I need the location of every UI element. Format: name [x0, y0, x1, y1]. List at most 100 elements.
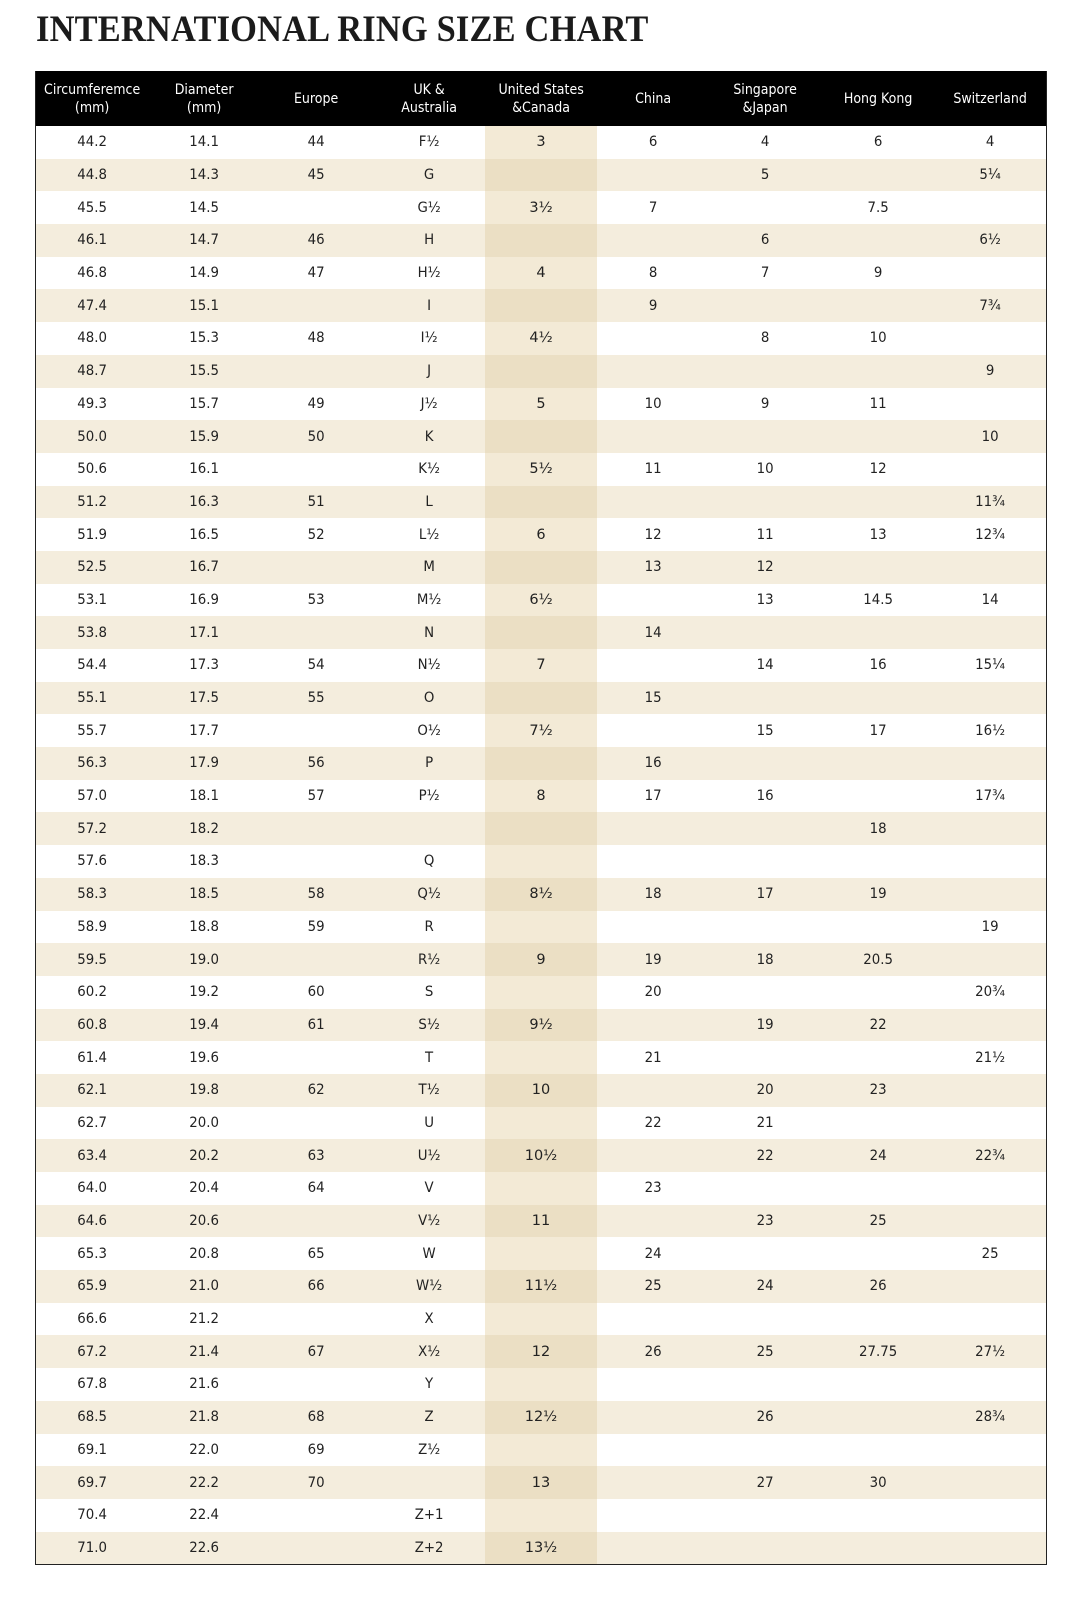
cell-diameter: 20.6: [189, 1213, 220, 1230]
cell-china: [602, 812, 705, 845]
cell-diameter: 19.6: [189, 1049, 220, 1066]
cell-europe: [265, 453, 368, 486]
cell-singapore-japan: [714, 1434, 817, 1467]
table-row: 54.4 17.3 54 N½ 7 14 16 15¼: [36, 649, 1046, 682]
cell-us-canada: [484, 975, 598, 1009]
cell-europe: [265, 845, 368, 878]
cell-circumference: 53.8: [77, 624, 107, 641]
cell-switzerland: [938, 943, 1041, 976]
cell-singapore-japan: [714, 1237, 817, 1270]
cell-switzerland: [938, 388, 1041, 421]
cell-us-canada: 6: [484, 518, 598, 551]
cell-singapore-japan: 8: [761, 330, 770, 347]
cell-europe: 52: [308, 526, 326, 543]
cell-circumference: 55.1: [77, 690, 107, 707]
cell-china: 25: [644, 1278, 662, 1295]
cell-switzerland: [938, 812, 1041, 845]
cell-europe: 66: [308, 1278, 326, 1295]
cell-switzerland: 22¾: [974, 1147, 1005, 1164]
cell-switzerland: [938, 747, 1041, 780]
cell-diameter: 18.1: [189, 788, 220, 805]
cell-diameter: 15.9: [189, 428, 220, 445]
cell-hong-kong: 6: [873, 134, 882, 151]
cell-circumference: 58.9: [77, 918, 107, 935]
table-row: 51.2 16.3 51 L 11¾: [36, 485, 1046, 519]
table-row: 60.8 19.4 61 S½ 9½ 19 22: [36, 1008, 1046, 1042]
cell-diameter: 16.5: [189, 526, 220, 543]
cell-us-canada: [484, 910, 598, 944]
cell-europe: 58: [308, 886, 326, 903]
cell-europe: [265, 1532, 368, 1565]
cell-diameter: 19.8: [189, 1082, 220, 1099]
cell-circumference: 59.5: [77, 951, 107, 968]
cell-switzerland: 6½: [979, 232, 1001, 249]
cell-hong-kong: [826, 1532, 929, 1565]
table-row: 59.5 19.0 R½ 9 19 18 20.5: [36, 943, 1046, 976]
cell-hong-kong: [826, 1172, 929, 1205]
cell-europe: 55: [308, 690, 326, 707]
cell-us-canada: [484, 354, 598, 388]
table-row: 55.7 17.7 O½ 7½ 15 17 16½: [36, 714, 1046, 748]
header-diameter: Diameter (mm): [174, 81, 234, 116]
cell-uk-australia: H: [423, 232, 434, 249]
cell-hong-kong: 7.5: [867, 199, 889, 216]
cell-us-canada: 5: [484, 387, 598, 421]
cell-singapore-japan: 22: [756, 1147, 774, 1164]
cell-europe: 47: [308, 265, 326, 282]
cell-diameter: 15.5: [189, 363, 220, 380]
cell-europe: [265, 812, 368, 845]
cell-china: 18: [644, 886, 662, 903]
cell-hong-kong: [826, 486, 929, 519]
cell-switzerland: [938, 845, 1041, 878]
cell-diameter: 17.3: [189, 657, 220, 674]
cell-diameter: 19.4: [189, 1016, 220, 1033]
cell-europe: 50: [308, 428, 326, 445]
cell-uk-australia: Y: [424, 1376, 433, 1393]
cell-us-canada: 12½: [484, 1400, 598, 1434]
cell-china: [602, 649, 705, 682]
cell-uk-australia: T½: [418, 1082, 440, 1099]
cell-uk-australia: Q: [423, 853, 435, 870]
cell-diameter: 18.2: [189, 820, 220, 837]
cell-switzerland: [938, 878, 1041, 911]
cell-europe: [265, 1107, 368, 1140]
cell-hong-kong: 24: [869, 1147, 887, 1164]
cell-us-canada: 7: [484, 649, 598, 682]
cell-us-canada: [484, 1302, 598, 1336]
cell-china: [602, 1532, 705, 1565]
cell-switzerland: 4: [985, 134, 995, 151]
cell-circumference: 65.3: [77, 1245, 107, 1262]
cell-us-canada: 3½: [484, 191, 598, 225]
cell-hong-kong: [826, 1368, 929, 1401]
cell-diameter: 18.5: [189, 886, 220, 903]
table-row: 58.3 18.5 58 Q½ 8½ 18 17 19: [36, 877, 1046, 911]
cell-circumference: 48.0: [77, 330, 107, 347]
cell-uk-australia: [377, 1466, 480, 1499]
cell-hong-kong: [826, 911, 929, 944]
cell-diameter: 19.2: [189, 984, 220, 1001]
cell-singapore-japan: [714, 616, 817, 649]
cell-uk-australia: Z+1: [414, 1507, 444, 1524]
cell-uk-australia: N½: [417, 657, 441, 674]
cell-us-canada: 13: [484, 1466, 598, 1499]
cell-europe: 63: [308, 1147, 326, 1164]
cell-us-canada: 9: [484, 943, 598, 976]
cell-china: [602, 1368, 705, 1401]
cell-europe: 44: [308, 134, 326, 151]
cell-hong-kong: [826, 355, 929, 388]
cell-china: 10: [644, 395, 662, 412]
table-row: 70.4 22.4 Z+1: [36, 1498, 1046, 1532]
cell-china: 16: [644, 755, 662, 772]
cell-switzerland: [938, 1009, 1041, 1042]
cell-us-canada: [484, 1041, 598, 1074]
cell-europe: 53: [308, 591, 326, 608]
cell-china: 24: [644, 1245, 662, 1262]
cell-europe: 57: [308, 788, 326, 805]
cell-circumference: 64.0: [77, 1180, 107, 1197]
cell-europe: [265, 616, 368, 649]
cell-europe: [265, 943, 368, 976]
cell-europe: [265, 355, 368, 388]
cell-singapore-japan: [714, 1041, 817, 1074]
cell-diameter: 15.7: [189, 395, 220, 412]
cell-china: 22: [644, 1114, 662, 1131]
